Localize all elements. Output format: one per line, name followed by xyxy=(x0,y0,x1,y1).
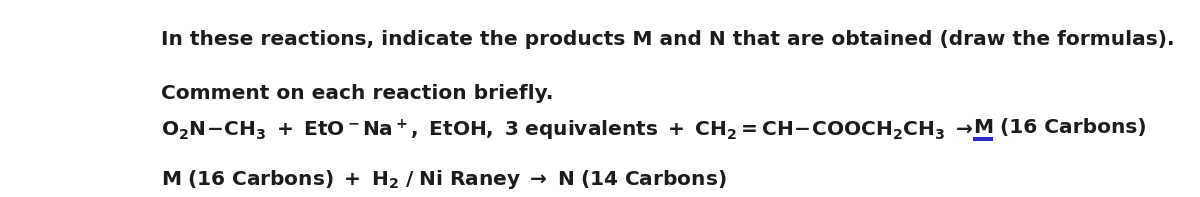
Text: (16 Carbons): (16 Carbons) xyxy=(994,118,1147,137)
Text: In these reactions, indicate the products M and N that are obtained (draw the fo: In these reactions, indicate the product… xyxy=(161,30,1175,49)
Text: $\mathbf{M\ (16\ Carbons)\ +\ H_2\ /\ Ni\ Raney\ \rightarrow\ N\ (14\ Carbons)}$: $\mathbf{M\ (16\ Carbons)\ +\ H_2\ /\ Ni… xyxy=(161,168,727,191)
Text: $\mathbf{O_2N\!-\!CH_3\ +\ EtO^-Na^+,\ EtOH,\ 3\ equivalents\ +\ CH_2{=}CH\!-\!C: $\mathbf{O_2N\!-\!CH_3\ +\ EtO^-Na^+,\ E… xyxy=(161,118,973,143)
Text: Comment on each reaction briefly.: Comment on each reaction briefly. xyxy=(161,84,553,103)
Text: M: M xyxy=(973,118,994,137)
